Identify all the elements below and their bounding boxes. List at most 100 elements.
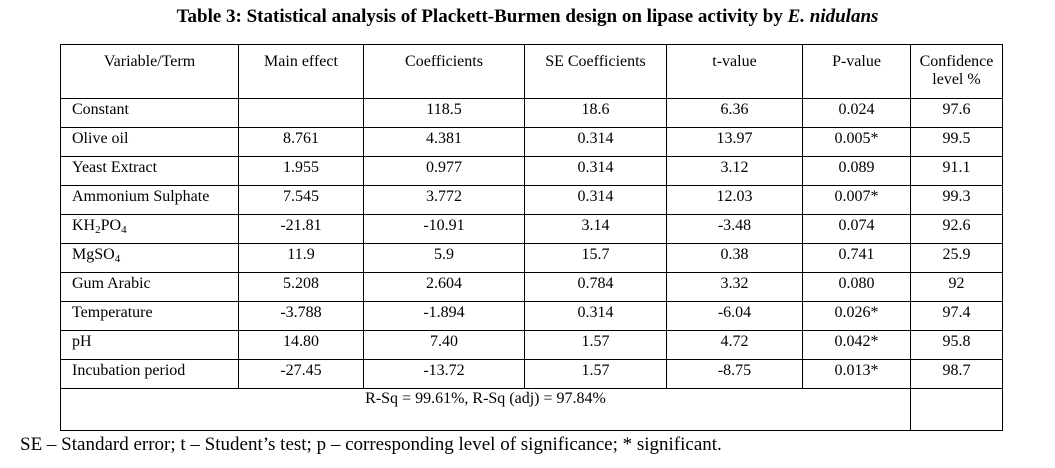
cell-term: Gum Arabic <box>60 272 239 302</box>
table-row: KH2PO4 -21.81 -10.91 3.14 -3.48 0.074 92… <box>60 214 1003 244</box>
cell-t-value: 12.03 <box>666 185 803 215</box>
cell-p-value: 0.741 <box>802 243 911 273</box>
cell-coefficient: 4.381 <box>363 127 525 157</box>
cell-confidence: 97.6 <box>910 98 1003 128</box>
cell-se-coefficient: 0.784 <box>524 272 667 302</box>
cell-term: Ammonium Sulphate <box>60 185 239 215</box>
table-row: Constant 118.5 18.6 6.36 0.024 97.6 <box>60 98 1003 128</box>
cell-main-effect: -27.45 <box>238 359 364 389</box>
table-title: Table 3: Statistical analysis of Placket… <box>0 6 1055 28</box>
term-po: PO <box>100 217 122 234</box>
cell-confidence: 95.8 <box>910 330 1003 360</box>
cell-term: Incubation period <box>60 359 239 389</box>
cell-se-coefficient: 1.57 <box>524 359 667 389</box>
cell-t-value: 6.36 <box>666 98 803 128</box>
cell-t-value: 0.38 <box>666 243 803 273</box>
cell-se-coefficient: 3.14 <box>524 214 667 244</box>
table-row: pH 14.80 7.40 1.57 4.72 0.042* 95.8 <box>60 330 1003 360</box>
cell-p-value: 0.042* <box>802 330 911 360</box>
cell-p-value: 0.074 <box>802 214 911 244</box>
table-row: MgSO4 11.9 5.9 15.7 0.38 0.741 25.9 <box>60 243 1003 273</box>
table-row: Olive oil 8.761 4.381 0.314 13.97 0.005*… <box>60 127 1003 157</box>
term-sub-4: 4 <box>121 224 127 236</box>
header-confidence-line2: level % <box>932 71 981 88</box>
header-confidence-line1: Confidence <box>919 53 994 70</box>
cell-confidence: 99.3 <box>910 185 1003 215</box>
statistical-analysis-table: Variable/Term Main effect Coefficients S… <box>60 44 1003 431</box>
table-footnote: SE – Standard error; t – Student’s test;… <box>20 434 722 455</box>
cell-main-effect: 1.955 <box>238 156 364 186</box>
cell-se-coefficient: 15.7 <box>524 243 667 273</box>
cell-se-coefficient: 18.6 <box>524 98 667 128</box>
cell-p-value: 0.007* <box>802 185 911 215</box>
rsq-summary: R-Sq = 99.61%, R-Sq (adj) = 97.84% <box>60 388 911 431</box>
cell-p-value: 0.005* <box>802 127 911 157</box>
cell-main-effect: -3.788 <box>238 301 364 331</box>
cell-main-effect: 7.545 <box>238 185 364 215</box>
cell-main-effect <box>238 98 364 128</box>
cell-t-value: -8.75 <box>666 359 803 389</box>
cell-coefficient: 7.40 <box>363 330 525 360</box>
header-confidence-level: Confidence level % <box>910 44 1003 99</box>
cell-confidence: 92.6 <box>910 214 1003 244</box>
cell-t-value: 3.32 <box>666 272 803 302</box>
rsq-row: R-Sq = 99.61%, R-Sq (adj) = 97.84% <box>60 388 1003 431</box>
header-variable-term: Variable/Term <box>60 44 239 99</box>
cell-se-coefficient: 1.57 <box>524 330 667 360</box>
cell-coefficient: 2.604 <box>363 272 525 302</box>
cell-p-value: 0.013* <box>802 359 911 389</box>
cell-term: KH2PO4 <box>60 214 239 244</box>
cell-term: pH <box>60 330 239 360</box>
cell-p-value: 0.089 <box>802 156 911 186</box>
cell-main-effect: 5.208 <box>238 272 364 302</box>
cell-confidence: 92 <box>910 272 1003 302</box>
term-mgso: MgSO <box>72 246 115 263</box>
table-title-text: Table 3: Statistical analysis of Placket… <box>176 6 788 27</box>
table-title-organism: E. nidulans <box>787 6 879 27</box>
table-row: Ammonium Sulphate 7.545 3.772 0.314 12.0… <box>60 185 1003 215</box>
cell-coefficient: 0.977 <box>363 156 525 186</box>
cell-coefficient: -10.91 <box>363 214 525 244</box>
cell-main-effect: 8.761 <box>238 127 364 157</box>
header-row: Variable/Term Main effect Coefficients S… <box>60 44 1003 99</box>
cell-se-coefficient: 0.314 <box>524 127 667 157</box>
table-row: Yeast Extract 1.955 0.977 0.314 3.12 0.0… <box>60 156 1003 186</box>
cell-t-value: -3.48 <box>666 214 803 244</box>
cell-se-coefficient: 0.314 <box>524 301 667 331</box>
cell-term: Constant <box>60 98 239 128</box>
cell-term: Olive oil <box>60 127 239 157</box>
cell-confidence: 99.5 <box>910 127 1003 157</box>
cell-confidence: 97.4 <box>910 301 1003 331</box>
rsq-empty-cell <box>910 388 1003 431</box>
cell-t-value: 4.72 <box>666 330 803 360</box>
cell-se-coefficient: 0.314 <box>524 185 667 215</box>
cell-term: Yeast Extract <box>60 156 239 186</box>
cell-coefficient: 5.9 <box>363 243 525 273</box>
header-coefficients: Coefficients <box>363 44 525 99</box>
cell-confidence: 91.1 <box>910 156 1003 186</box>
header-main-effect: Main effect <box>238 44 364 99</box>
header-t-value: t-value <box>666 44 803 99</box>
cell-t-value: 3.12 <box>666 156 803 186</box>
cell-p-value: 0.026* <box>802 301 911 331</box>
term-kh: KH <box>72 217 96 234</box>
cell-main-effect: 11.9 <box>238 243 364 273</box>
header-p-value: P-value <box>802 44 911 99</box>
table-row: Temperature -3.788 -1.894 0.314 -6.04 0.… <box>60 301 1003 331</box>
cell-main-effect: 14.80 <box>238 330 364 360</box>
term-sub-2: 2 <box>95 224 101 236</box>
table-row: Incubation period -27.45 -13.72 1.57 -8.… <box>60 359 1003 389</box>
cell-confidence: 98.7 <box>910 359 1003 389</box>
header-se-coefficients: SE Coefficients <box>524 44 667 99</box>
cell-t-value: -6.04 <box>666 301 803 331</box>
cell-term: MgSO4 <box>60 243 239 273</box>
cell-coefficient: -13.72 <box>363 359 525 389</box>
cell-coefficient: -1.894 <box>363 301 525 331</box>
cell-coefficient: 3.772 <box>363 185 525 215</box>
cell-p-value: 0.080 <box>802 272 911 302</box>
cell-confidence: 25.9 <box>910 243 1003 273</box>
cell-se-coefficient: 0.314 <box>524 156 667 186</box>
cell-p-value: 0.024 <box>802 98 911 128</box>
cell-t-value: 13.97 <box>666 127 803 157</box>
table-row: Gum Arabic 5.208 2.604 0.784 3.32 0.080 … <box>60 272 1003 302</box>
